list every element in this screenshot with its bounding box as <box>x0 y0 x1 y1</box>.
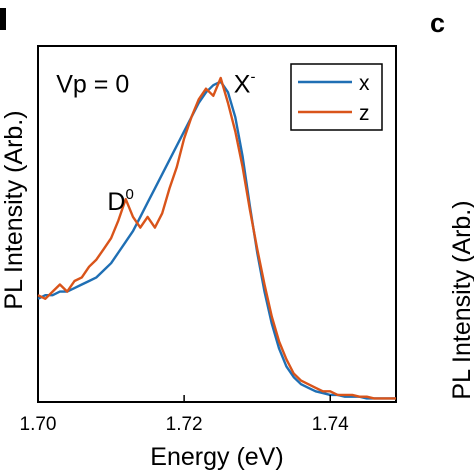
x-axis-ticks: 1.70 1.72 1.74 <box>20 395 349 435</box>
left-panel-letter-fragment <box>0 8 6 30</box>
legend-label-x: x <box>359 72 370 95</box>
series-line-z <box>37 76 396 400</box>
legend: x z <box>290 63 383 131</box>
panel-letter-c: c <box>430 8 445 38</box>
annotation-d0-base: D <box>107 188 125 216</box>
annotation-d0-sup: 0 <box>125 186 133 203</box>
right-panel-ylabel-fragment: PL Intensity (Arb.) <box>448 200 474 399</box>
x-tick-label: 1.70 <box>20 414 57 435</box>
legend-box <box>290 63 383 131</box>
annotation-x-minus: X- <box>234 68 256 98</box>
plot-frame <box>37 45 397 403</box>
svg-text:PL Intensity (Arb.): PL Intensity (Arb.) <box>448 200 474 399</box>
x-tick-label: 1.74 <box>312 414 349 435</box>
x-axis-label: Energy (eV) <box>150 443 283 471</box>
annotation-x-minus-base: X <box>234 70 251 98</box>
legend-label-z: z <box>359 102 370 125</box>
y-axis-label: PL Intensity (Arb.) <box>0 110 28 309</box>
annotation-x-minus-sup: - <box>250 68 255 85</box>
x-tick-label: 1.72 <box>166 414 203 435</box>
y-axis-label-group: PL Intensity (Arb.) <box>0 110 28 309</box>
annotation-vp: Vp = 0 <box>56 70 129 98</box>
annotation-d0: D0 <box>107 186 133 216</box>
